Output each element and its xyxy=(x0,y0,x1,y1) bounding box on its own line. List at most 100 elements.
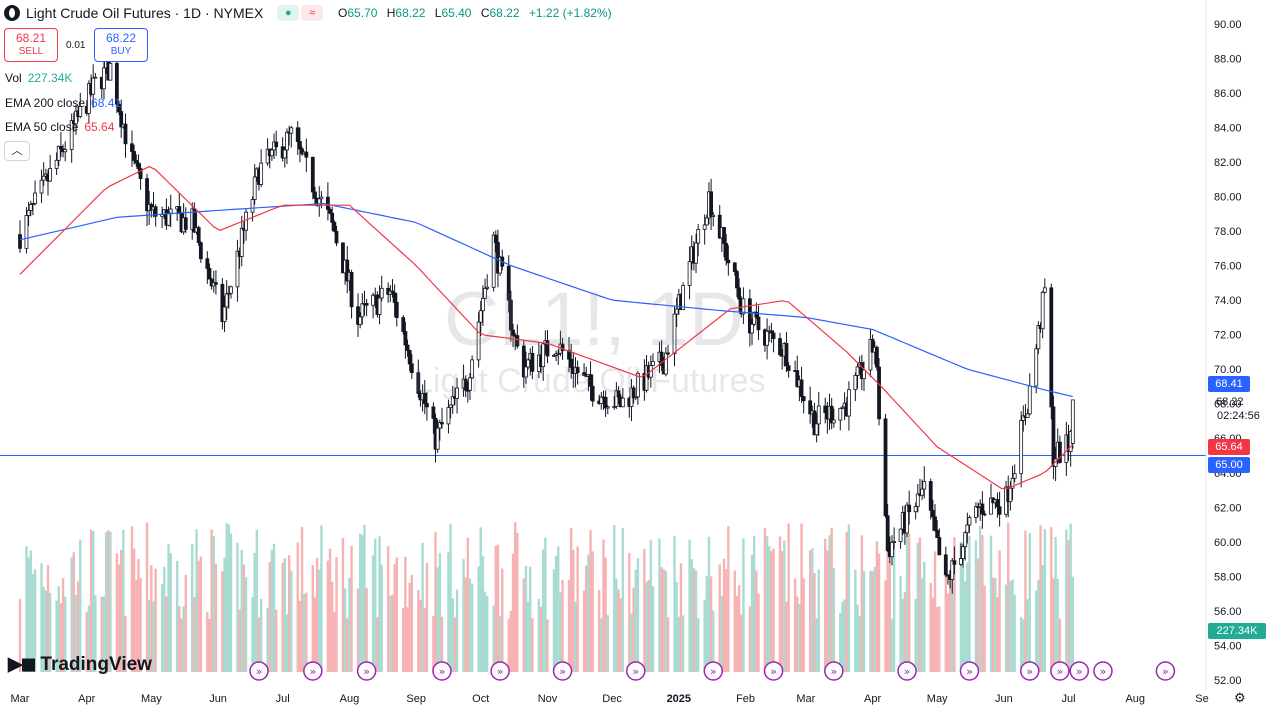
candle-body xyxy=(726,259,731,264)
volume-bar xyxy=(122,529,125,672)
candle-body xyxy=(1027,385,1032,415)
market-status-icon[interactable]: ● xyxy=(277,5,300,21)
volume-bar xyxy=(740,614,743,672)
volume-bar xyxy=(145,522,149,672)
event-marker xyxy=(552,661,573,681)
volume-bar xyxy=(290,570,293,672)
volume-legend[interactable]: Vol 227.34K xyxy=(5,71,73,85)
volume-bar xyxy=(554,555,558,672)
candle-body xyxy=(709,191,714,217)
candle-body xyxy=(235,250,240,288)
volume-bar xyxy=(847,524,851,672)
volume-bar xyxy=(147,600,151,672)
volume-bar xyxy=(559,592,562,672)
volume-bar xyxy=(333,611,336,672)
ohlc-readout: O65.70 H68.22 L65.40 C68.22 +1.22 (+1.82… xyxy=(338,6,612,20)
volume-bar xyxy=(703,599,706,672)
ema50-legend[interactable]: EMA 50 close 65.64 xyxy=(5,120,115,134)
volume-bar xyxy=(634,569,637,672)
volume-bar xyxy=(206,612,209,672)
volume-bar xyxy=(253,552,256,672)
candle-body xyxy=(874,346,879,368)
candle-body xyxy=(556,352,561,355)
volume-bar xyxy=(707,536,711,672)
volume-bar xyxy=(645,581,648,672)
volume-bar xyxy=(679,563,683,672)
symbol-title[interactable]: Light Crude Oil Futures · 1D · NYMEX xyxy=(26,5,264,21)
volume-bar xyxy=(395,557,398,672)
volume-bar xyxy=(905,533,909,672)
candle-body xyxy=(541,343,546,367)
volume-bar xyxy=(918,537,922,672)
volume-bar xyxy=(780,551,784,672)
volume-bar xyxy=(1009,581,1012,672)
tradingview-logo[interactable]: ▶◼ TradingView xyxy=(8,653,152,676)
volume-bar xyxy=(539,606,543,672)
candle-body xyxy=(524,366,528,378)
volume-bar xyxy=(856,604,859,672)
candle-body xyxy=(317,198,322,206)
candle-body xyxy=(416,372,421,394)
volume-bar xyxy=(589,530,592,672)
candle-body xyxy=(468,377,472,391)
volume-bar xyxy=(824,538,827,672)
buy-button[interactable]: 68.22 BUY xyxy=(94,28,148,62)
event-marker xyxy=(824,661,844,681)
collapse-legend-button[interactable]: ︿ xyxy=(4,141,30,161)
event-marker xyxy=(490,661,510,681)
close-value: 68.22 xyxy=(489,6,520,20)
price-tick-label: 72.00 xyxy=(1214,330,1242,342)
volume-bar xyxy=(813,572,816,672)
event-marker-icon: » xyxy=(439,665,446,678)
sell-button[interactable]: 68.21 SELL xyxy=(4,28,58,62)
candle-body xyxy=(614,390,619,407)
ema200-legend[interactable]: EMA 200 close 68.41 xyxy=(5,96,122,110)
volume-bar xyxy=(892,549,896,672)
volume-bar xyxy=(585,565,588,672)
candle-body xyxy=(132,151,137,161)
candle-body xyxy=(134,160,139,164)
candle-body xyxy=(508,299,513,331)
volume-bar xyxy=(240,550,243,672)
volume-bar xyxy=(561,579,564,672)
candle-body xyxy=(409,363,414,374)
time-tick-label: Se xyxy=(1195,693,1208,705)
volume-bar xyxy=(907,533,911,672)
volume-bar xyxy=(462,558,465,672)
volume-bar xyxy=(619,598,622,672)
volume-bar xyxy=(498,615,502,672)
event-marker xyxy=(249,661,269,681)
volume-bar xyxy=(1004,584,1008,672)
volume-bar xyxy=(371,555,375,672)
event-marker-icon: » xyxy=(770,665,777,678)
event-marker xyxy=(763,661,784,681)
candle-body xyxy=(1008,487,1013,503)
settings-icon[interactable]: ⚙ xyxy=(1234,690,1246,705)
volume-bar xyxy=(408,582,411,672)
candle-body xyxy=(207,268,212,280)
volume-bar xyxy=(468,578,472,672)
volume-bar xyxy=(748,606,752,672)
volume-bar xyxy=(658,538,661,672)
candle-body xyxy=(390,290,395,294)
time-tick-label: Jun xyxy=(209,693,227,705)
volume-bar xyxy=(888,561,892,672)
volume-bar xyxy=(72,552,76,672)
volume-bar xyxy=(343,588,347,672)
event-marker xyxy=(1155,661,1176,681)
candle-body xyxy=(341,242,345,274)
event-marker xyxy=(703,661,724,681)
volume-bar xyxy=(283,558,287,672)
volume-bar xyxy=(557,546,560,672)
candle-body xyxy=(696,228,701,244)
volume-bar xyxy=(914,598,917,672)
volume-bar xyxy=(100,596,104,672)
candle-body xyxy=(220,283,225,323)
volume-bar xyxy=(195,529,198,672)
data-feed-icon[interactable]: ≈ xyxy=(301,5,324,21)
volume-bar xyxy=(961,567,965,672)
candle-body xyxy=(946,574,950,577)
volume-bar xyxy=(1043,529,1047,672)
volume-bar xyxy=(350,545,353,672)
